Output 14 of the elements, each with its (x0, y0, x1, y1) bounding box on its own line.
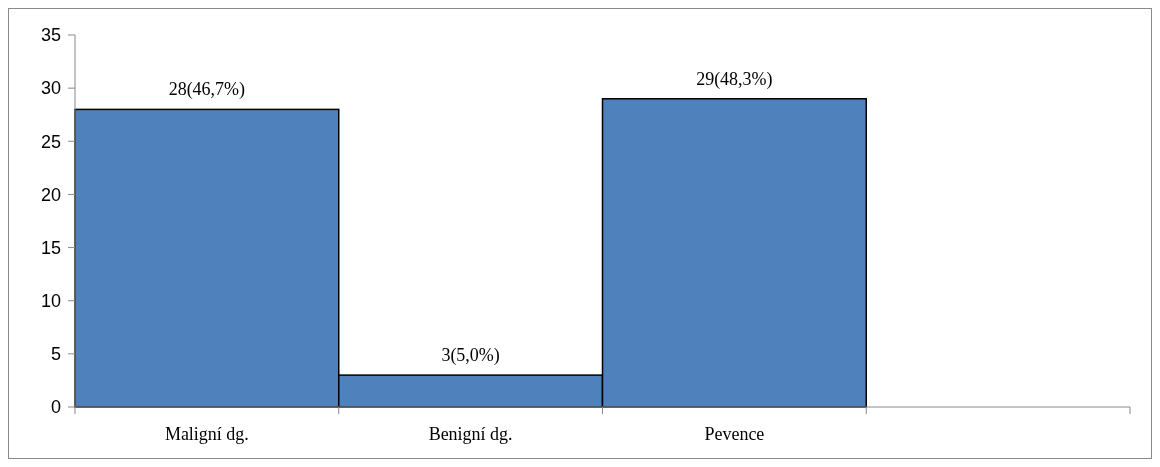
y-tick-label: 0 (50, 397, 61, 418)
x-tick-label: Pevence (704, 424, 765, 444)
x-tick-label: Benigní dg. (428, 424, 513, 444)
data-label: 29(48,3%) (696, 68, 773, 90)
y-tick-label: 30 (40, 78, 61, 99)
y-tick-label: 25 (40, 131, 61, 152)
data-label: 3(5,0%) (441, 345, 500, 367)
x-tick-label: Maligní dg. (164, 424, 249, 444)
y-tick-label: 10 (40, 291, 61, 312)
y-tick-label: 15 (40, 237, 61, 258)
y-tick-label: 5 (50, 344, 61, 365)
data-label: 28(46,7%) (168, 79, 246, 101)
y-tick-label: 35 (40, 25, 61, 46)
y-tick-label: 20 (40, 184, 61, 205)
